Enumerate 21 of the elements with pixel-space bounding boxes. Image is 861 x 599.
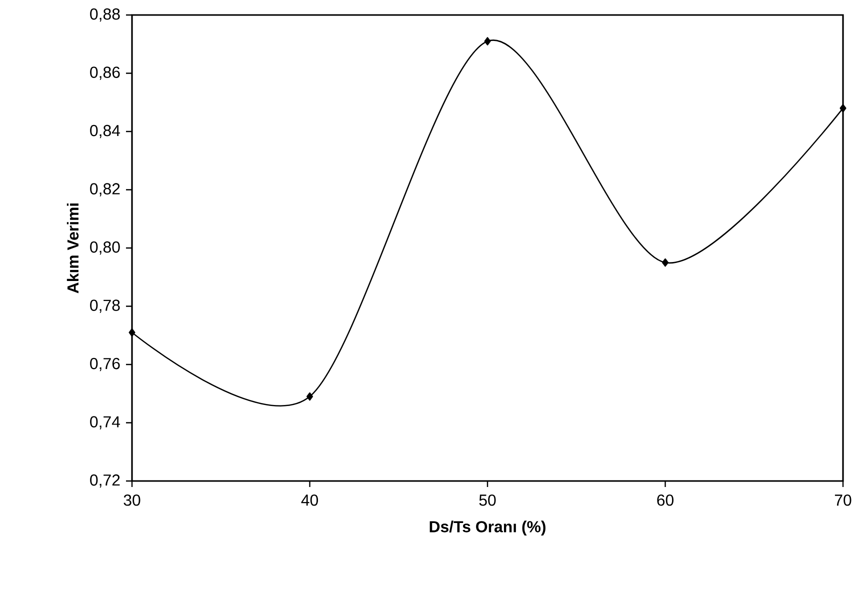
y-tick-label: 0,78 (90, 300, 120, 313)
x-tick-label: 30 (124, 494, 140, 506)
x-tick-label: 40 (301, 494, 318, 506)
point (306, 392, 314, 401)
x-tick-label: 60 (657, 494, 674, 506)
y-tick-label: 0,82 (90, 183, 120, 196)
y-tick-label: 0,80 (90, 241, 120, 255)
x-tick-label: 50 (479, 494, 496, 506)
y-tick-label: 0,76 (90, 358, 120, 372)
y-tick-label: 0,74 (90, 416, 120, 430)
y-tick-label: 0,72 (90, 474, 120, 488)
point (484, 37, 491, 46)
point (840, 104, 846, 112)
point (662, 258, 669, 267)
x-axis-title: Ds/Ts Oranı (%) (430, 520, 546, 536)
y-tick-label: 0,88 (90, 8, 120, 22)
y-tick-label: 0,84 (90, 124, 120, 138)
y-axis-title: Akım Verimi (66, 204, 79, 294)
point (128, 328, 136, 337)
y-tick-label: 0,86 (90, 66, 120, 80)
x-tick-label: 70 (834, 494, 852, 506)
